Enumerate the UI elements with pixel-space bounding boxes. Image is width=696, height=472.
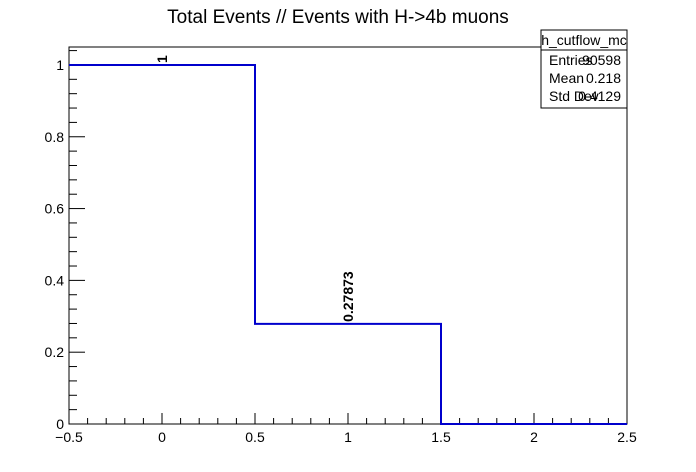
y-tick-label: 1 [56,57,64,73]
stats-box: h_cutflow_mc Entries 90598 Mean 0.218 St… [540,29,628,109]
y-tick-label: 0 [56,416,64,432]
bin-value-label: 0.27873 [340,271,356,322]
y-tick-label: 0.2 [45,344,65,360]
stats-stddev-label: Std Dev [549,88,599,104]
x-tick-label: 2.5 [617,429,637,445]
x-tick-label: 0.5 [245,429,265,445]
bin-value-labels: 1 0.27873 [154,55,356,322]
x-tick-label: 2 [530,429,538,445]
stats-stddev-value: 0.4129 [578,88,621,104]
y-tick-label: 0.8 [45,129,65,145]
x-tick-label: −0.5 [55,429,83,445]
y-tick-label: 0.4 [45,272,65,288]
chart-title: Total Events // Events with H->4b muons [167,7,509,28]
stats-box-frame [540,29,628,109]
stats-mean-label: Mean [549,70,584,86]
y-axis: 0 0.2 0.4 0.6 0.8 1 [45,50,85,432]
histogram-line [69,63,627,425]
x-tick-label: 0 [158,429,166,445]
y-tick-label: 0.6 [45,201,65,217]
x-axis: −0.5 0 0.5 1 1.5 2 2.5 [55,413,637,445]
stats-entries-value: 90598 [582,52,621,68]
stats-entries-label: Entries [549,52,593,68]
x-tick-label: 1.5 [431,429,451,445]
x-tick-label: 1 [344,429,352,445]
stats-mean-value: 0.218 [586,70,621,86]
bin-value-label: 1 [154,55,170,63]
stats-box-name: h_cutflow_mc [541,32,627,48]
